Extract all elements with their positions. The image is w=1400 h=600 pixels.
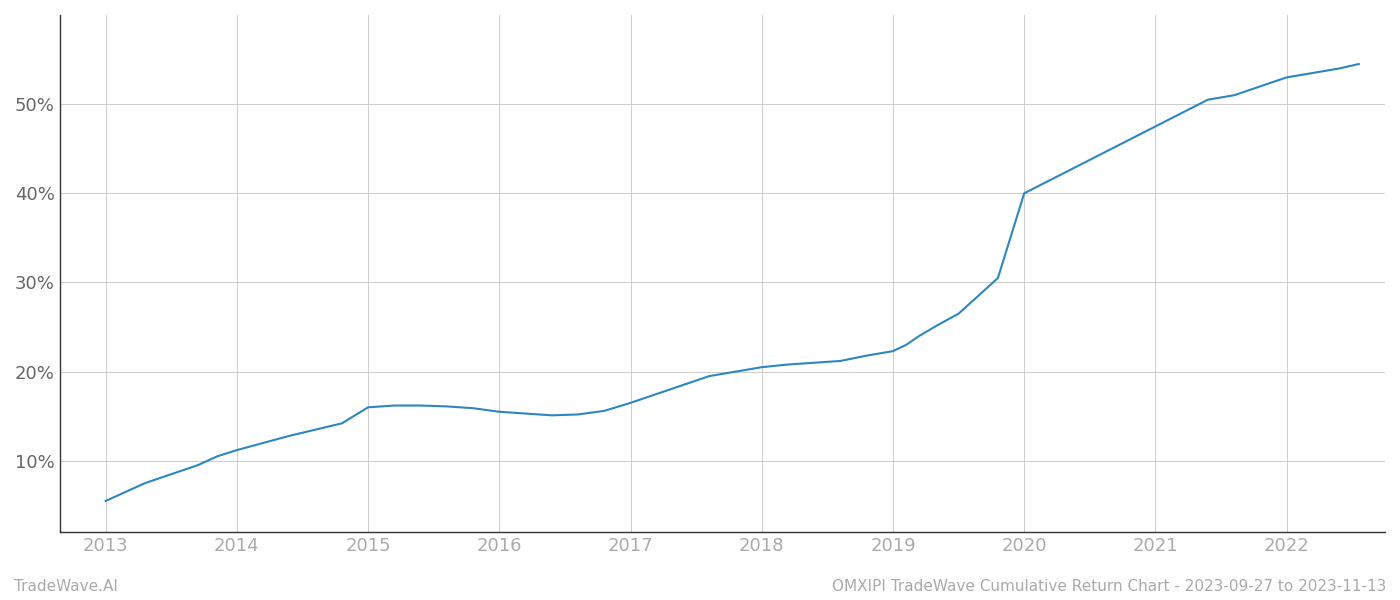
Text: OMXIPI TradeWave Cumulative Return Chart - 2023-09-27 to 2023-11-13: OMXIPI TradeWave Cumulative Return Chart… [832,579,1386,594]
Text: TradeWave.AI: TradeWave.AI [14,579,118,594]
